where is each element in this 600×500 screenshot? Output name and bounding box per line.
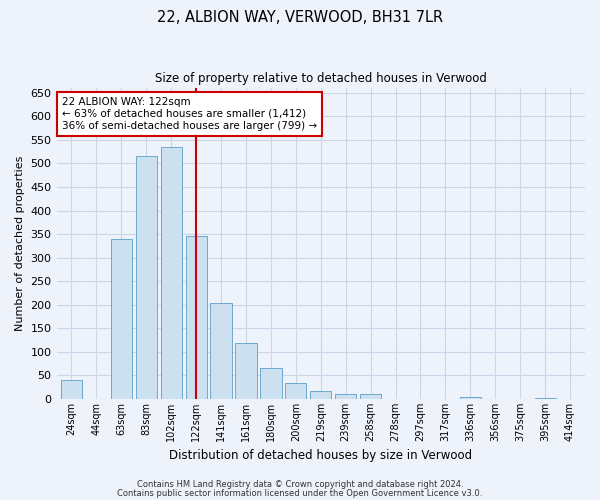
Bar: [535, 398, 556, 399]
Bar: [335, 394, 356, 399]
Bar: [285, 382, 307, 399]
Title: Size of property relative to detached houses in Verwood: Size of property relative to detached ho…: [155, 72, 487, 86]
Bar: [460, 396, 481, 399]
Bar: [111, 239, 132, 399]
X-axis label: Distribution of detached houses by size in Verwood: Distribution of detached houses by size …: [169, 450, 472, 462]
Bar: [360, 394, 381, 399]
Bar: [185, 236, 207, 399]
Text: 22, ALBION WAY, VERWOOD, BH31 7LR: 22, ALBION WAY, VERWOOD, BH31 7LR: [157, 10, 443, 25]
Bar: [310, 390, 331, 399]
Bar: [235, 344, 257, 399]
Text: 22 ALBION WAY: 122sqm
← 63% of detached houses are smaller (1,412)
36% of semi-d: 22 ALBION WAY: 122sqm ← 63% of detached …: [62, 98, 317, 130]
Bar: [161, 147, 182, 399]
Text: Contains HM Land Registry data © Crown copyright and database right 2024.: Contains HM Land Registry data © Crown c…: [137, 480, 463, 489]
Bar: [211, 304, 232, 399]
Bar: [136, 156, 157, 399]
Bar: [260, 368, 281, 399]
Text: Contains public sector information licensed under the Open Government Licence v3: Contains public sector information licen…: [118, 490, 482, 498]
Bar: [61, 380, 82, 399]
Y-axis label: Number of detached properties: Number of detached properties: [15, 156, 25, 331]
